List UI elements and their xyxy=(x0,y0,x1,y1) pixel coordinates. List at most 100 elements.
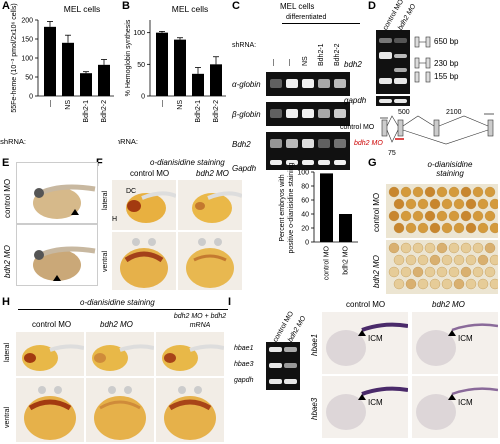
embryo-dot xyxy=(400,242,412,254)
c-band xyxy=(302,79,314,88)
c-band xyxy=(270,79,282,88)
f-row-ventral: ventral xyxy=(102,250,109,272)
embryo-dot xyxy=(429,278,441,290)
embryo-dot xyxy=(405,198,417,210)
g-bdh2-photo xyxy=(386,240,498,294)
embryo-dot xyxy=(393,198,405,210)
panel-label-i: I xyxy=(228,296,232,308)
c-band xyxy=(318,79,330,88)
embryo-dot xyxy=(460,242,472,254)
embryo-dot xyxy=(453,222,465,234)
embryo-dot xyxy=(393,222,405,234)
size-230: 230 bp xyxy=(434,59,459,68)
f-ventral-bdh2 xyxy=(178,232,242,290)
y-tick-label-2: 100 xyxy=(133,30,145,37)
bar-3 xyxy=(210,64,222,96)
embryo-dot xyxy=(405,222,417,234)
embryo-dot xyxy=(441,278,453,290)
c-band xyxy=(302,160,314,165)
embryo-dot xyxy=(412,242,424,254)
c-lane-0: — xyxy=(270,59,277,66)
embryo-dot xyxy=(472,266,484,278)
gene-structure-diagram xyxy=(380,113,494,145)
g-row-bdh2: bdh2 MO xyxy=(372,255,381,288)
embryo-dot xyxy=(465,198,477,210)
embryo-dot xyxy=(412,266,424,278)
y-tick-label-4: 80 xyxy=(301,184,309,191)
c-band xyxy=(270,139,282,148)
e-row-control: control MO xyxy=(3,178,12,218)
x-tick-label-3: Bdh2-2 xyxy=(213,100,220,123)
c-band xyxy=(318,160,330,165)
c-band xyxy=(286,79,298,88)
embryo-dot xyxy=(441,222,453,234)
exon-structure-glyphs xyxy=(414,36,431,83)
f-h-label: H xyxy=(112,216,118,223)
i-gel-row-gapdh: gapdh xyxy=(234,377,254,384)
chart-title: MEL cells xyxy=(172,4,209,14)
i-wish-photo-3: ICM xyxy=(412,376,498,438)
embryo-dot xyxy=(400,266,412,278)
embryo-dot xyxy=(484,242,496,254)
i-wish-photo-2: ICM xyxy=(322,376,408,438)
f-ventral-control xyxy=(112,232,176,290)
c-lane-3: Bdh2-1 xyxy=(318,43,325,66)
embryo-dot xyxy=(460,210,472,222)
x-tick-label-0: — xyxy=(47,100,54,107)
embryo-dot xyxy=(412,210,424,222)
embryo-dot xyxy=(448,186,460,198)
embryo-dot xyxy=(424,186,436,198)
g-title: o-dianisidine staining xyxy=(427,160,473,178)
i-gel xyxy=(266,342,300,390)
h-lateral-photo-2 xyxy=(156,332,224,376)
embryo-dot xyxy=(400,186,412,198)
f-title: o-dianisidine staining xyxy=(150,158,225,167)
e-row-bdh2: bdh2 MO xyxy=(3,245,12,278)
x-tick-label-2: Bdh2-1 xyxy=(83,100,90,123)
c-blot-3 xyxy=(266,156,350,170)
embryo-dot xyxy=(417,222,429,234)
y-tick-label-5: 100 xyxy=(297,170,309,177)
x-tick-label-0: control MO xyxy=(324,245,331,280)
c-blot-1 xyxy=(266,102,350,126)
f-row-lateral: lateral xyxy=(102,190,109,210)
i-wish-photo-0: ICM xyxy=(322,312,408,374)
c-band xyxy=(286,160,298,165)
embryo-dot xyxy=(400,210,412,222)
differentiated-label: differentiated xyxy=(286,14,327,21)
panel-label-a: A xyxy=(2,0,10,12)
i-row-hbae1: hbae1 xyxy=(310,333,319,356)
embryo-dot xyxy=(477,222,489,234)
embryo-dot xyxy=(477,278,489,290)
embryo-dot xyxy=(460,266,472,278)
icm-label: ICM xyxy=(458,334,473,343)
y-label-line1: Percent embryos with xyxy=(279,174,286,241)
embryo-dot xyxy=(489,254,498,266)
bar-2 xyxy=(192,73,204,96)
x-tick-label-1: NS xyxy=(177,100,184,110)
c-band xyxy=(334,139,346,148)
embryo-dot xyxy=(417,198,429,210)
embryo-dot xyxy=(393,278,405,290)
bar-0 xyxy=(320,173,333,242)
c-row-label-0: α-globin xyxy=(232,80,261,89)
panel-label-e: E xyxy=(2,157,10,169)
c-row-label-1: β-globin xyxy=(232,110,261,119)
bar-3 xyxy=(98,64,110,96)
x-tick-label-1: bdh2 MO xyxy=(343,245,350,274)
embryo-dot xyxy=(436,186,448,198)
embryo-dot xyxy=(453,278,465,290)
embryo-dot xyxy=(489,278,498,290)
panel-label-b: B xyxy=(122,0,130,12)
pos-75: 75 xyxy=(388,150,396,157)
embryo-dot xyxy=(417,278,429,290)
i-row-hbae3: hbae3 xyxy=(310,397,319,420)
gapdh-gel xyxy=(376,96,410,106)
embryo-dot xyxy=(484,266,496,278)
h-row-ventral: ventral xyxy=(4,406,11,428)
bar-1 xyxy=(339,214,352,242)
y-tick-label-3: 150 xyxy=(21,37,33,44)
i-gel-row-hbae1: hbae1 xyxy=(234,345,254,352)
chart-title: MEL cells xyxy=(64,4,101,14)
embryo-dot xyxy=(412,186,424,198)
